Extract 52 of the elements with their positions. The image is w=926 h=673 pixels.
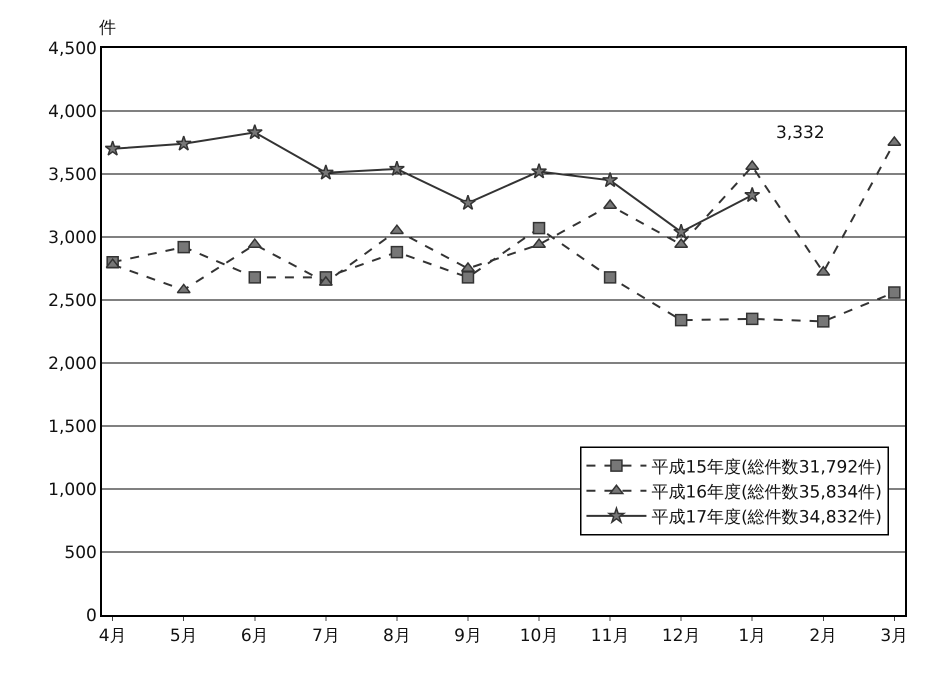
y-tick-label: 1,500 — [48, 416, 97, 437]
y-tick-label: 1,000 — [48, 480, 97, 500]
annotation: 3,332 — [776, 123, 825, 143]
point — [674, 314, 688, 326]
x-tick-label: 12月 — [662, 626, 700, 646]
y-tick-label: 3,500 — [48, 164, 97, 185]
point — [104, 140, 121, 156]
point — [390, 246, 404, 258]
y-tick-label: 2,500 — [48, 290, 97, 311]
point — [888, 286, 901, 299]
x-tick-label: 2月 — [809, 626, 838, 646]
x-tick-label: 4月 — [98, 626, 127, 646]
point — [532, 222, 546, 234]
point — [674, 238, 688, 248]
y-axis-title: 件 — [99, 18, 116, 38]
x-tick-label: 8月 — [382, 626, 411, 646]
point — [318, 164, 334, 180]
x-tick-label: 11月 — [590, 626, 630, 646]
y-tick-label: 0 — [86, 606, 97, 626]
point — [177, 240, 190, 254]
y-tick-label: 3,000 — [48, 228, 97, 248]
x-tick-label: 10月 — [520, 626, 558, 646]
point — [106, 258, 120, 268]
point — [746, 312, 758, 326]
point — [817, 315, 830, 328]
y-tick-label: 500 — [64, 542, 97, 563]
x-tick-label: 3月 — [880, 626, 908, 646]
y-tick-label: 2,000 — [48, 354, 97, 374]
point — [462, 271, 474, 284]
point — [388, 160, 405, 176]
point — [532, 238, 546, 248]
point — [248, 238, 262, 248]
x-tick-label: 7月 — [312, 626, 340, 646]
y-tick-label: 4,000 — [48, 102, 97, 122]
point — [530, 163, 548, 178]
point — [390, 224, 404, 234]
legend-label: 平成17年度(総件数34,832件) — [651, 508, 882, 528]
x-tick-label: 9月 — [454, 626, 482, 646]
x-tick-label: 6月 — [240, 626, 269, 646]
point — [176, 135, 192, 151]
legend-label: 平成16年度(総件数35,834件) — [651, 482, 882, 502]
legend-label: 平成15年度(総件数31,792件) — [651, 457, 882, 478]
point — [248, 271, 262, 284]
point — [604, 271, 616, 284]
point — [744, 186, 760, 202]
y-tick-label: 4,500 — [48, 38, 97, 59]
point — [602, 172, 618, 188]
point — [673, 224, 690, 239]
x-tick-label: 5月 — [170, 626, 198, 646]
x-tick-label: 1月 — [738, 626, 766, 646]
point — [246, 124, 263, 140]
point — [460, 194, 476, 210]
